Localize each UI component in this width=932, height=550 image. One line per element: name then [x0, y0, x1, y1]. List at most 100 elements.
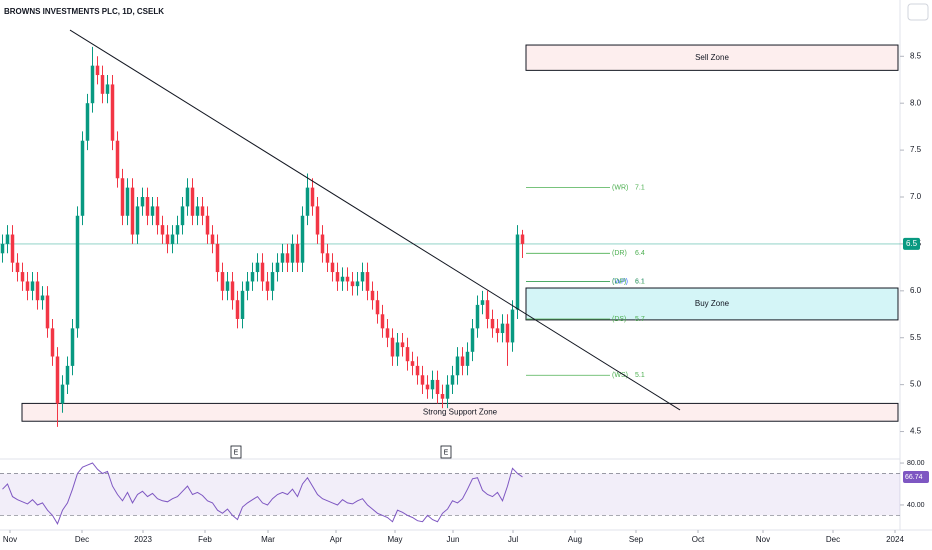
level-name: (DR): [612, 250, 627, 257]
y-tick-label: 8.5: [910, 51, 922, 60]
candle-body: [440, 394, 445, 399]
y-tick-label: 7.0: [910, 192, 922, 201]
level-value: 7.1: [635, 184, 645, 191]
candle-body: [435, 379, 440, 395]
candle-body: [70, 328, 75, 366]
level-name: (WS): [612, 372, 628, 379]
candle-body: [385, 328, 390, 338]
candle-body: [370, 290, 375, 301]
candle-body: [175, 225, 180, 235]
candle-body: [255, 262, 260, 273]
candle-body: [300, 215, 305, 263]
x-tick-label: 2024: [886, 535, 904, 544]
level-value: 5.1: [635, 372, 645, 379]
candle-body: [360, 272, 365, 282]
settings-button[interactable]: [907, 3, 929, 21]
candle-body: [245, 281, 250, 291]
candle-body: [40, 295, 45, 301]
candle-body: [240, 290, 245, 319]
candle-body: [415, 365, 420, 376]
candle-body: [445, 384, 450, 399]
event-marker: [440, 445, 452, 459]
candle-body: [125, 187, 130, 216]
candle-body: [365, 272, 370, 291]
candle-body: [490, 318, 495, 329]
level-value: 6.1: [635, 278, 645, 285]
candle-body: [5, 234, 10, 244]
x-tick-label: Mar: [261, 535, 275, 544]
zone-label: Buy Zone: [695, 299, 730, 308]
candle-body: [430, 379, 435, 390]
candle-body: [55, 356, 60, 404]
candle-body: [180, 206, 185, 226]
rsi-band: [0, 473, 900, 516]
candle-body: [285, 253, 290, 263]
zone: [525, 44, 899, 71]
candle-body: [105, 84, 110, 94]
x-tick-label: Oct: [692, 535, 705, 544]
candle-body: [450, 375, 455, 385]
candle-body: [250, 272, 255, 282]
x-tick-label: Jul: [508, 535, 518, 544]
candle-body: [215, 243, 220, 273]
candle-body: [395, 342, 400, 357]
candle-body: [185, 187, 190, 207]
candle-body: [45, 295, 50, 329]
event-label: E: [234, 449, 239, 456]
candle-body: [140, 197, 145, 207]
candle-body: [225, 281, 230, 291]
candle-body: [460, 356, 465, 366]
candle-body: [520, 234, 525, 244]
candle-body: [195, 206, 200, 216]
y-tick-label: 5.0: [910, 380, 922, 389]
candle-body: [190, 187, 195, 216]
candle-body: [270, 272, 275, 291]
x-tick-label: May: [387, 535, 402, 544]
zone: [21, 402, 899, 422]
candle-body: [160, 225, 165, 235]
candle-body: [335, 272, 340, 282]
candle-body: [330, 262, 335, 273]
candle-body: [115, 140, 120, 179]
candle-body: [315, 206, 320, 235]
zone-label: Strong Support Zone: [423, 407, 498, 416]
candle-body: [405, 347, 410, 362]
level-value: 5.7: [635, 316, 645, 323]
candle-body: [170, 234, 175, 244]
candle-body: [375, 300, 380, 315]
rsi-tick-label: 40.00: [907, 502, 925, 509]
candle-body: [310, 187, 315, 207]
candle-body: [150, 206, 155, 216]
y-tick-label: 8.0: [910, 98, 922, 107]
candle-body: [390, 337, 395, 357]
candle-body: [355, 281, 360, 287]
y-tick-label: 7.5: [910, 145, 922, 154]
candle-body: [475, 304, 480, 329]
candle-body: [425, 384, 430, 390]
candle-body: [265, 281, 270, 291]
x-tick-label: Apr: [330, 535, 343, 544]
candle-body: [95, 65, 100, 76]
y-tick-label: 6.0: [910, 286, 922, 295]
x-tick-label: 2023: [134, 535, 152, 544]
level-name: (DS): [612, 316, 626, 323]
candle-body: [10, 234, 15, 263]
candle-body: [130, 187, 135, 235]
candle-body: [85, 103, 90, 141]
candle-body: [400, 342, 405, 348]
candle-body: [340, 276, 345, 282]
x-tick-label: Sep: [629, 535, 644, 544]
zone-label: Sell Zone: [695, 53, 729, 62]
candle-body: [350, 281, 355, 287]
candle-body: [495, 328, 500, 334]
x-tick-label: Nov: [3, 535, 17, 544]
candle-body: [30, 281, 35, 291]
candle-body: [145, 197, 150, 216]
last-price-box: [903, 237, 920, 250]
candle-body: [410, 361, 415, 366]
level-value: 6.1: [635, 278, 645, 285]
candle-body: [420, 375, 425, 385]
y-tick-label: 5.5: [910, 333, 922, 342]
level-value: 6.4: [635, 250, 645, 257]
x-tick-label: Jun: [447, 535, 460, 544]
